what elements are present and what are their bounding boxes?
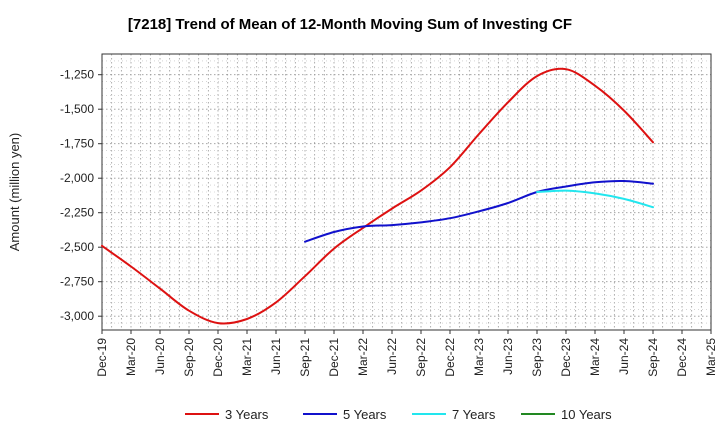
x-tick-label: Mar-22 <box>356 338 370 376</box>
series-line-5-years <box>304 179 654 243</box>
y-tick-label: -1,750 <box>60 137 94 151</box>
legend-label: 7 Years <box>452 407 496 422</box>
x-tick-label: Dec-20 <box>211 338 225 377</box>
y-axis: -1,250 -1,500 -1,750 -2,000 -2,250 -2,500 -2,7… <box>60 68 102 323</box>
x-tick-label: Sep-24 <box>646 338 660 377</box>
x-tick-label: Jun-20 <box>153 338 167 375</box>
y-tick-label: -2,500 <box>60 240 94 254</box>
x-axis: Dec-19 Mar-20 Jun-20 Sep-20 Dec-20 Mar-21 Jun-… <box>95 330 718 377</box>
x-tick-label: Mar-21 <box>240 338 254 376</box>
legend: 3 Years 5 Years 7 Years 10 Years <box>185 407 612 422</box>
y-tick-label: -2,750 <box>60 275 94 289</box>
x-tick-label: Dec-22 <box>443 338 457 377</box>
y-tick-label: -1,250 <box>60 68 94 82</box>
series-line-3-years <box>101 67 654 325</box>
series-lines <box>101 67 654 325</box>
x-tick-label: Sep-21 <box>298 338 312 377</box>
y-tick-label: -1,500 <box>60 102 94 116</box>
chart-title: [7218] Trend of Mean of 12-Month Moving … <box>128 16 572 33</box>
x-tick-label: Mar-23 <box>472 338 486 376</box>
x-tick-label: Mar-20 <box>124 338 138 376</box>
x-tick-label: Dec-21 <box>327 338 341 377</box>
y-tick-label: -3,000 <box>60 309 94 323</box>
x-tick-label: Jun-24 <box>617 338 631 375</box>
x-tick-label: Dec-24 <box>675 338 689 377</box>
plot-area <box>101 53 712 331</box>
series-line-7-years <box>536 189 654 209</box>
y-axis-label: Amount (million yen) <box>7 133 22 252</box>
y-tick-label: -2,250 <box>60 206 94 220</box>
x-tick-label: Mar-25 <box>704 338 718 376</box>
y-tick-label: -2,000 <box>60 171 94 185</box>
x-tick-label: Mar-24 <box>588 338 602 376</box>
legend-label: 3 Years <box>225 407 269 422</box>
grid <box>102 54 711 330</box>
legend-label: 10 Years <box>561 407 612 422</box>
x-tick-label: Sep-20 <box>182 338 196 377</box>
x-tick-label: Jun-21 <box>269 338 283 375</box>
legend-label: 5 Years <box>343 407 387 422</box>
x-tick-label: Sep-23 <box>530 338 544 377</box>
x-tick-label: Dec-19 <box>95 338 109 377</box>
x-tick-label: Sep-22 <box>414 338 428 377</box>
x-tick-label: Dec-23 <box>559 338 573 377</box>
x-tick-label: Jun-22 <box>385 338 399 375</box>
x-tick-label: Jun-23 <box>501 338 515 375</box>
